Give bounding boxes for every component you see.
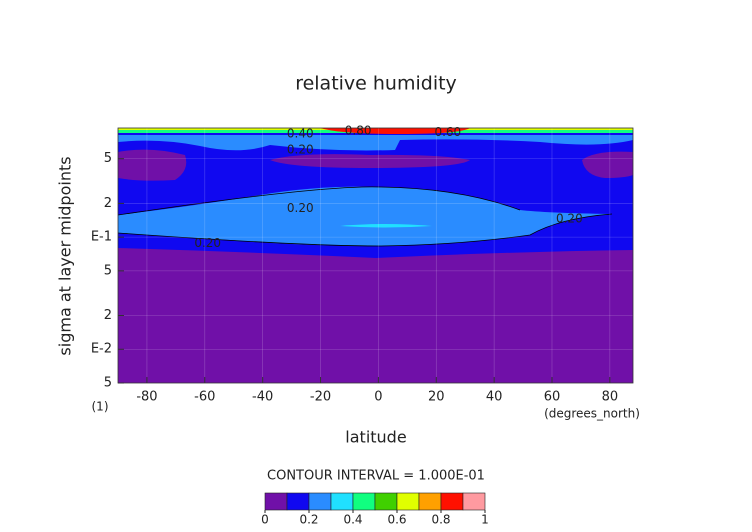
y-tick-label: E-1 <box>91 230 112 245</box>
contour-line <box>118 186 521 216</box>
colorbar-cell <box>286 492 310 511</box>
contour-band <box>270 154 470 168</box>
contour-label: 0.40 <box>287 127 314 141</box>
colorbar-tick-label: 0.4 <box>343 513 362 527</box>
contour-label: 0.20 <box>194 236 221 250</box>
colorbar-tick-label: 0.8 <box>431 513 450 527</box>
y-tick-label: 5 <box>104 151 112 166</box>
chart-title: relative humidity <box>295 73 457 95</box>
x-tick-label: 40 <box>486 390 503 405</box>
y-tick-label: 5 <box>104 263 112 278</box>
contour-label: 0.60 <box>434 125 461 139</box>
contour-band <box>118 186 612 246</box>
colorbar-cell <box>418 492 442 511</box>
colorbar-tick-label: 0.6 <box>387 513 406 527</box>
contour-interval: CONTOUR INTERVAL = 1.000E-01 <box>267 469 485 484</box>
colorbar-cell <box>330 492 354 511</box>
contour-band <box>340 224 432 228</box>
contour-label: 0.80 <box>345 124 372 138</box>
contour-field <box>118 128 633 383</box>
contour-label: 0.20 <box>287 142 314 156</box>
grid <box>118 128 633 384</box>
contour-band <box>320 128 470 134</box>
x-tick-label: 80 <box>602 390 619 405</box>
x-tick-label: 20 <box>428 390 445 405</box>
y-tick-label: 5 <box>104 376 112 391</box>
x-axis-label: latitude <box>345 428 406 447</box>
colorbar-cell <box>462 492 486 511</box>
contour-band <box>582 151 633 178</box>
x-tick-label: -40 <box>252 390 273 405</box>
x-tick-label: 60 <box>544 390 561 405</box>
y-tick-label: 2 <box>104 196 112 211</box>
x-tick-label: -60 <box>194 390 215 405</box>
x-tick-label: 0 <box>374 390 382 405</box>
y-tick-label: E-2 <box>91 342 112 357</box>
colorbar-cell <box>264 492 288 511</box>
colorbar-cell <box>352 492 376 511</box>
x-unit-label: (degrees_north) <box>544 407 640 421</box>
colorbar-cell <box>374 492 398 511</box>
colorbar-cell <box>396 492 420 511</box>
colorbar-tick-label: 1 <box>481 513 489 527</box>
x-tick-label: -20 <box>310 390 331 405</box>
contour-band <box>118 149 187 181</box>
colorbar-tick-label: 0.2 <box>299 513 318 527</box>
colorbar-tick-label: 0 <box>261 513 269 527</box>
plot-frame <box>117 127 634 384</box>
y-tick-label: 2 <box>104 308 112 323</box>
x-tick-label: -80 <box>136 390 157 405</box>
contour-band <box>118 135 633 151</box>
y-axis-note: (1) <box>92 400 109 414</box>
contour-label: 0.20 <box>556 212 583 226</box>
y-axis-label: sigma at layer midpoints <box>56 156 75 355</box>
contour-label: 0.20 <box>287 201 314 215</box>
colorbar-cell <box>440 492 464 511</box>
colorbar-cell <box>308 492 332 511</box>
contour-line <box>118 213 613 247</box>
